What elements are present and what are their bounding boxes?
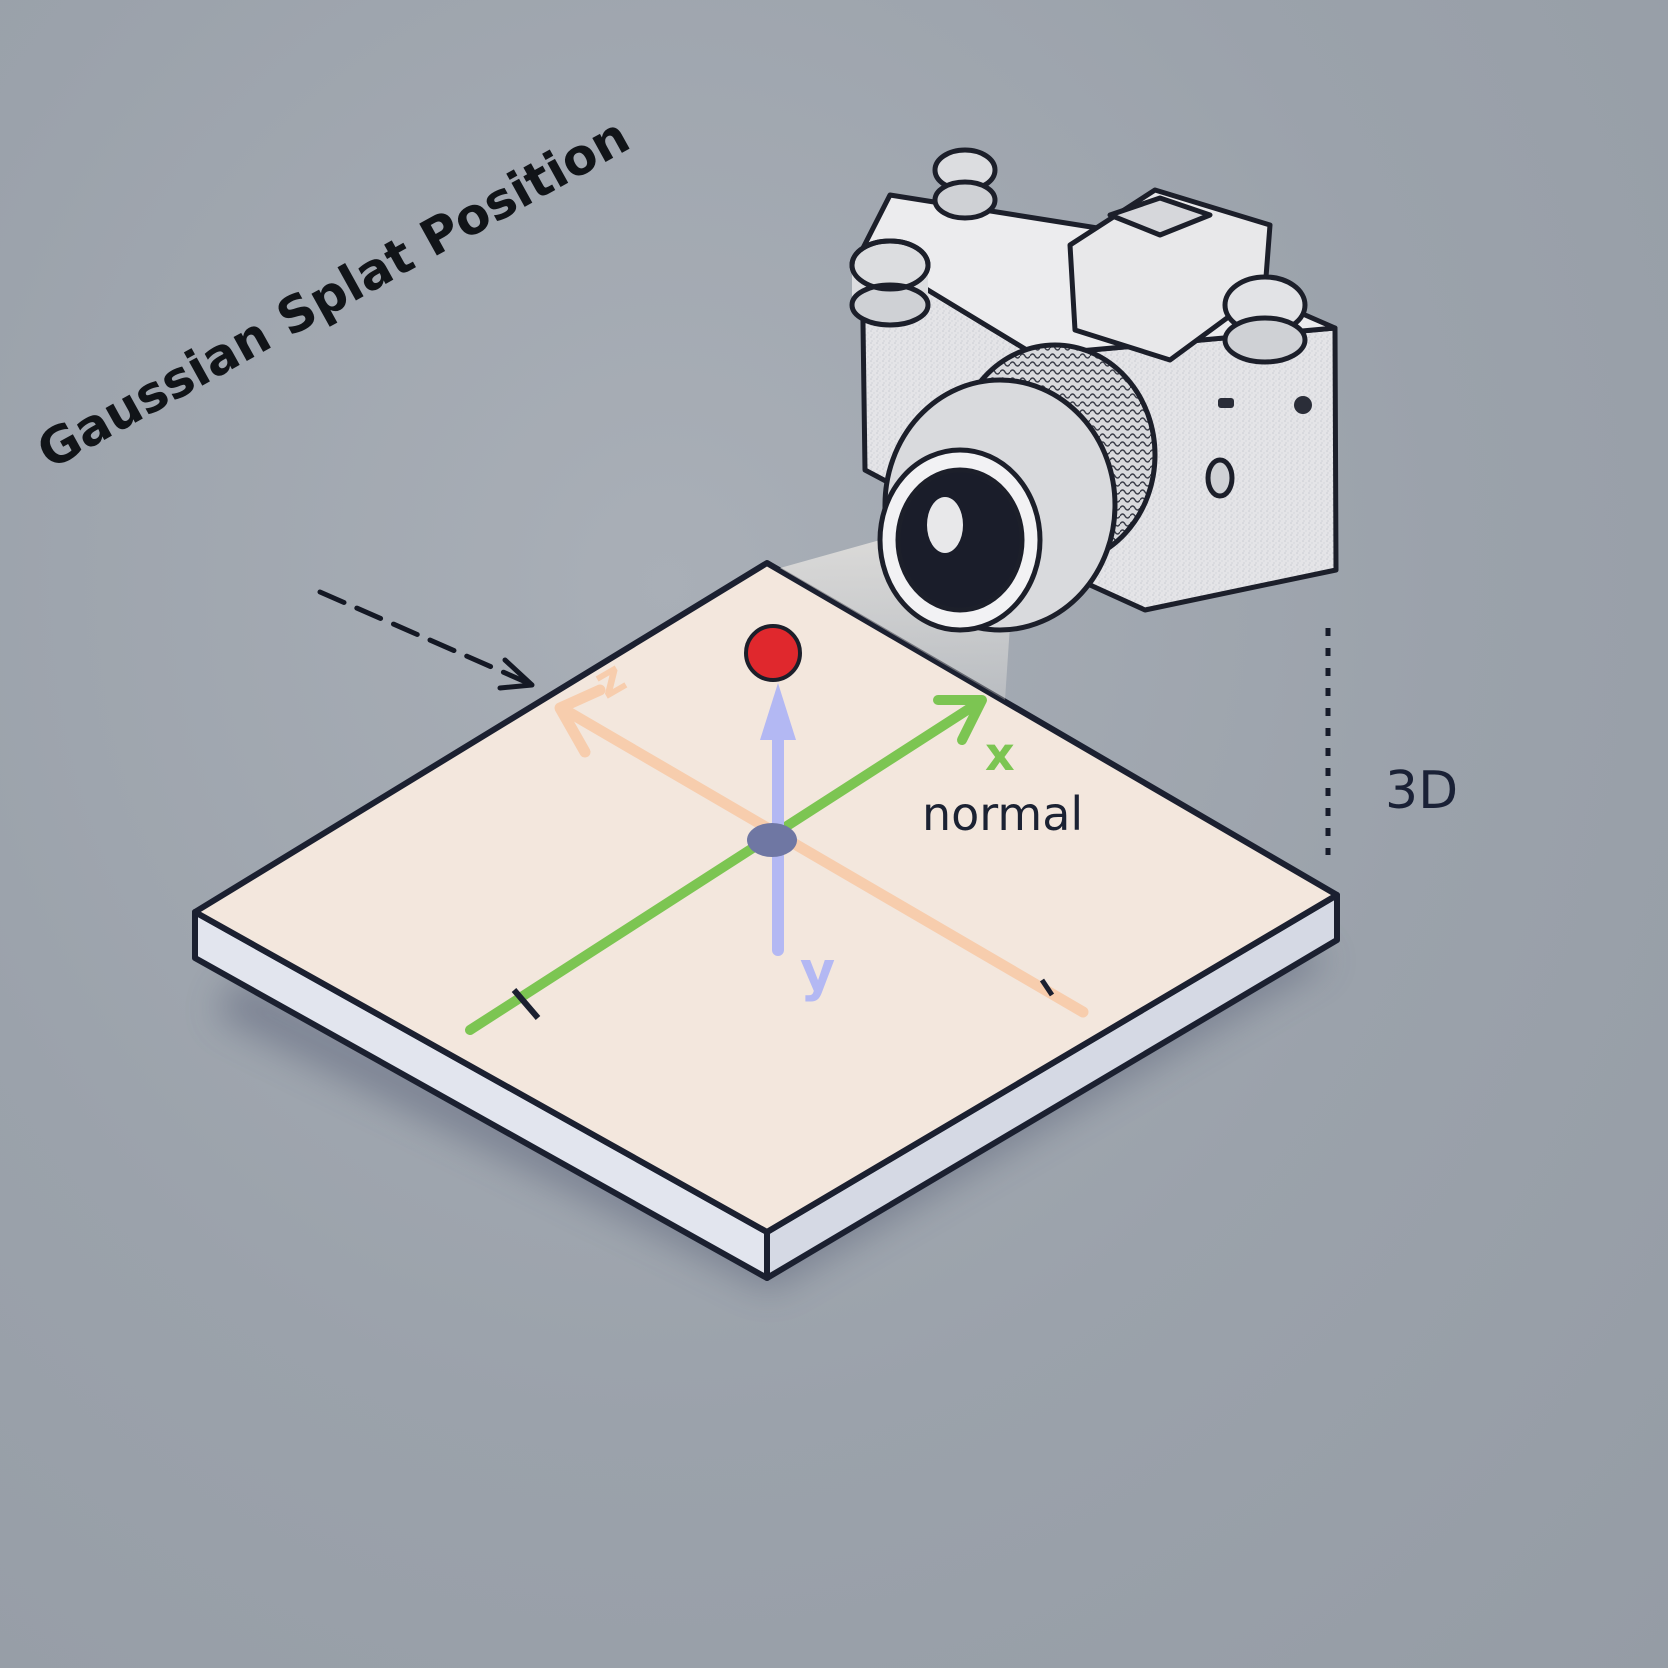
normal-label: normal (922, 787, 1083, 841)
y-axis-letter: y (800, 940, 835, 1003)
plane-top (192, 560, 1340, 1235)
origin-point (747, 823, 797, 857)
plane-shadow (215, 940, 1330, 1290)
dimension-label: 3D (1385, 761, 1458, 821)
splat-point (744, 624, 802, 682)
x-axis-letter: x (985, 727, 1015, 781)
x-axis: x (465, 695, 1015, 1035)
diagram-title: Gaussian Splat Position (28, 107, 639, 481)
camera-icon (849, 147, 1339, 633)
pointer-arrow-icon (317, 589, 535, 691)
camera-beam (780, 540, 1010, 700)
